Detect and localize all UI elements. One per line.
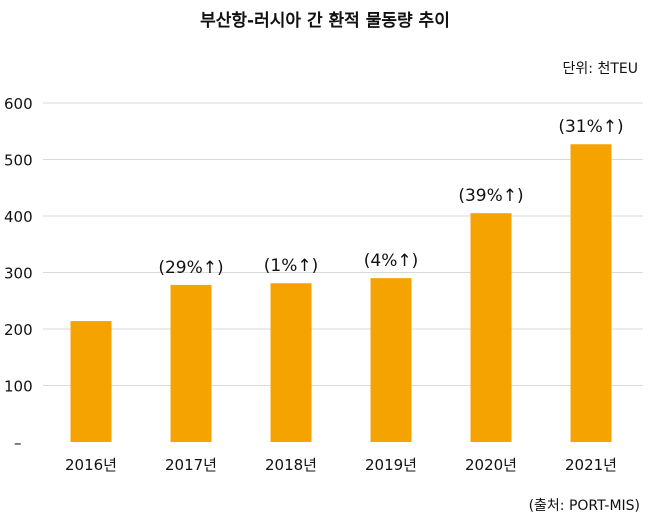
- x-tick-label: 2016년: [65, 456, 117, 474]
- bar-2018: [270, 283, 312, 442]
- y-tick-label: 300: [4, 265, 33, 283]
- source-note: (출처: PORT-MIS): [528, 498, 640, 514]
- x-tick-label: 2021년: [565, 456, 617, 474]
- data-label: (31%↑): [558, 117, 623, 137]
- y-tick-label: 400: [4, 208, 33, 226]
- x-tick-label: 2019년: [365, 456, 417, 474]
- data-label: (4%↑): [364, 251, 418, 271]
- bar-2019: [370, 278, 412, 442]
- y-tick-label: 600: [4, 95, 33, 113]
- bar-2021: [570, 144, 612, 442]
- unit-label: 단위: 천TEU: [562, 61, 638, 77]
- y-tick-label: 100: [4, 378, 33, 396]
- x-tick-label: 2018년: [265, 456, 317, 474]
- y-tick-label: –: [14, 434, 22, 452]
- x-tick-label: 2020년: [465, 456, 517, 474]
- bar-2020: [470, 213, 512, 442]
- data-label: (29%↑): [158, 258, 223, 278]
- data-label: (1%↑): [264, 256, 318, 276]
- bar-2017: [170, 284, 212, 442]
- bar-2016: [70, 321, 112, 442]
- data-label: (39%↑): [458, 186, 523, 206]
- y-tick-label: 500: [4, 152, 33, 170]
- y-tick-label: 200: [4, 321, 33, 339]
- x-tick-label: 2017년: [165, 456, 217, 474]
- chart-title: 부산항-러시아 간 환적 물동량 추이: [200, 11, 450, 31]
